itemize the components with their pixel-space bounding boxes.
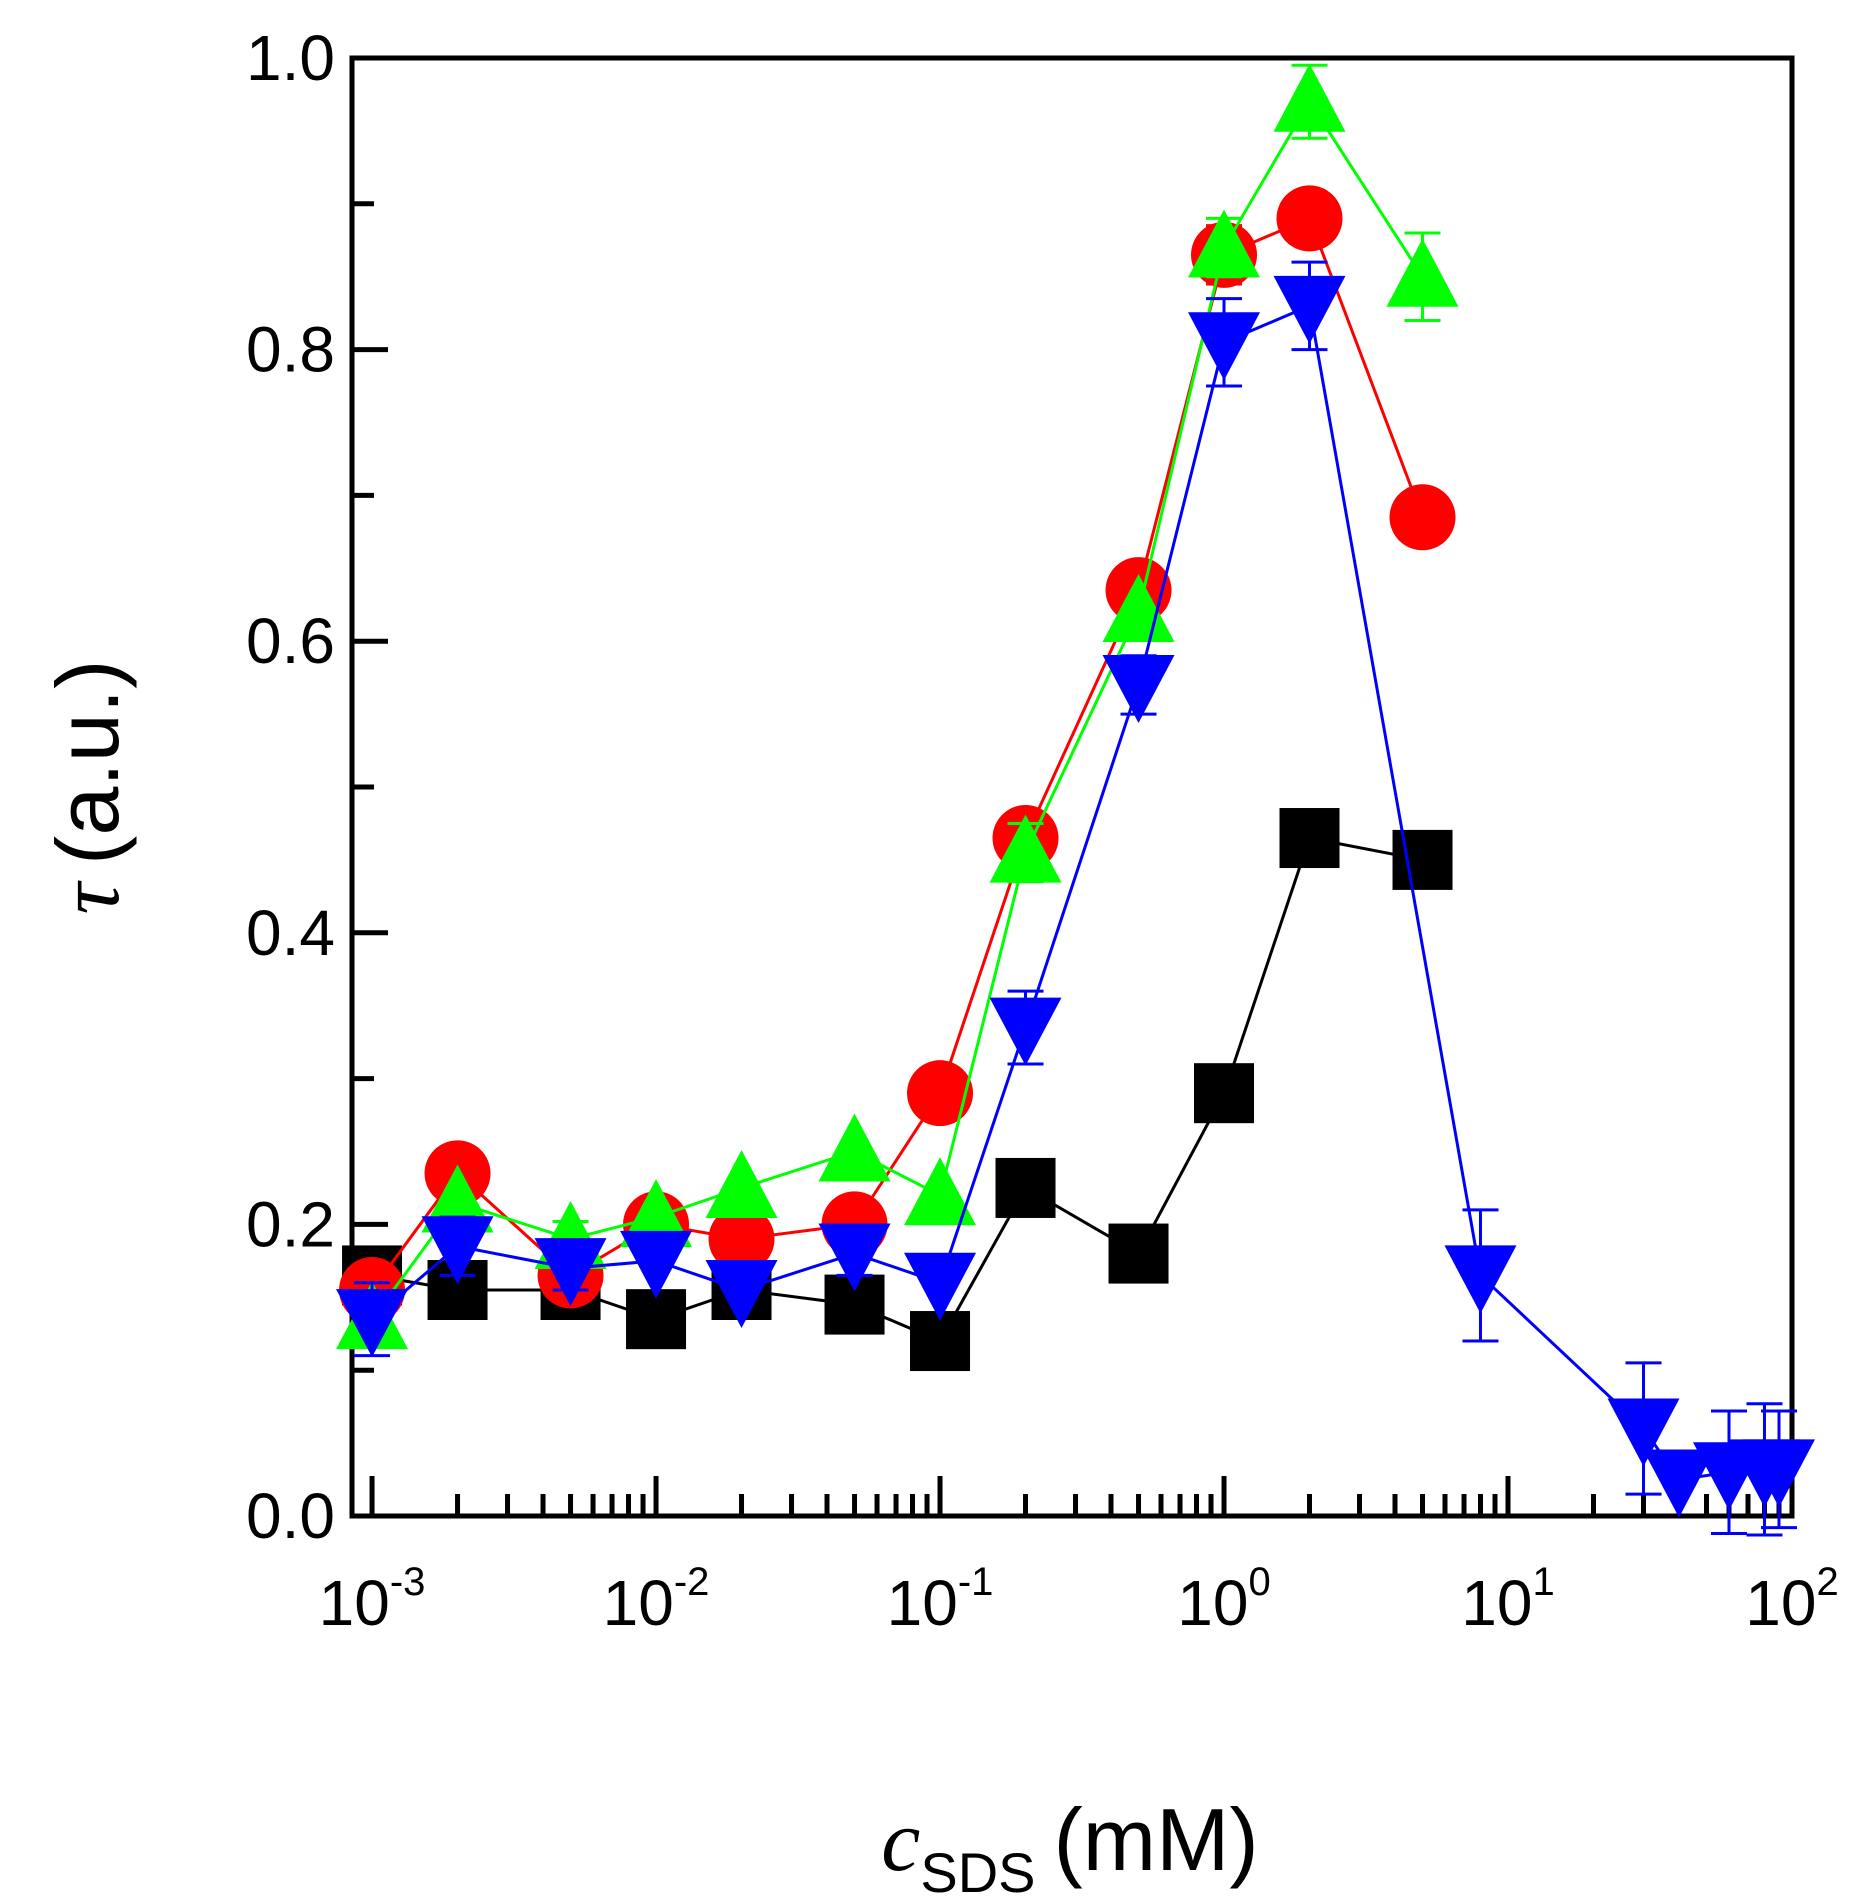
data-point	[904, 1252, 977, 1321]
series-layer	[336, 63, 1816, 1537]
data-point	[1386, 238, 1459, 307]
y-tick-label: 0.4	[246, 897, 335, 969]
x-tick-base: 10	[1177, 1567, 1248, 1639]
data-point	[1273, 63, 1346, 132]
x-tick-exp: 2	[1816, 1560, 1838, 1604]
series-line	[370, 216, 1424, 1291]
data-point	[1102, 574, 1175, 643]
y-tick-label: 0.8	[246, 314, 335, 386]
data-point	[910, 1311, 971, 1372]
x-tick-exp: 0	[1248, 1560, 1270, 1604]
series-circle	[339, 185, 1456, 1324]
y-tick-labels: 0.0 0.2 0.4 0.6 0.8 1.0	[246, 22, 335, 1552]
x-axis-var: c	[881, 1793, 920, 1890]
x-tick-label: 102	[1745, 1560, 1838, 1639]
data-point	[620, 1179, 693, 1248]
data-point	[1108, 1223, 1169, 1284]
x-tick-base: 10	[1745, 1567, 1816, 1639]
data-point	[1194, 1063, 1255, 1124]
x-tick-labels: 10-3 10-2 10-1 100 101 102	[319, 1560, 1839, 1639]
x-major-ticks	[369, 1476, 1511, 1516]
y-axis-title: τ (a.u.)	[38, 660, 138, 915]
y-tick-label: 0.0	[246, 1480, 335, 1552]
series-line	[370, 98, 1424, 1321]
data-point	[1444, 1245, 1517, 1314]
data-point	[708, 1205, 775, 1272]
y-tick-label: 1.0	[246, 22, 335, 94]
y-axis-var: τ	[41, 879, 138, 914]
y-axis-unit: (a.u.)	[38, 660, 137, 865]
series-square	[342, 808, 1453, 1372]
data-point	[995, 1157, 1056, 1218]
data-point	[1389, 484, 1456, 551]
data-point	[421, 1164, 494, 1233]
data-point	[1273, 275, 1346, 344]
data-point	[534, 1238, 607, 1307]
x-tick-base: 10	[603, 1567, 674, 1639]
x-tick-exp: -1	[958, 1560, 994, 1604]
data-point	[989, 814, 1062, 883]
x-axis-unit: (mM)	[1054, 1790, 1259, 1889]
x-tick-label: 100	[1177, 1560, 1270, 1639]
data-point	[1188, 209, 1261, 278]
data-point	[818, 1113, 891, 1182]
series-line	[371, 836, 1423, 1343]
x-tick-label: 10-2	[603, 1560, 710, 1639]
data-point	[989, 997, 1062, 1066]
data-point	[705, 1260, 778, 1329]
series-triangle-down	[336, 260, 1816, 1537]
data-point	[1279, 808, 1340, 869]
data-point	[1743, 1439, 1816, 1508]
y-tick-label: 0.2	[246, 1188, 335, 1260]
y-tick-label: 0.6	[246, 605, 335, 677]
data-point	[1607, 1398, 1680, 1467]
data-point	[421, 1216, 494, 1285]
x-tick-exp: 1	[1532, 1560, 1554, 1604]
x-tick-exp: -2	[674, 1560, 710, 1604]
x-tick-label: 101	[1461, 1560, 1554, 1639]
data-point	[1392, 829, 1453, 890]
data-point	[904, 1157, 977, 1226]
x-axis-title: cSDS (mM)	[881, 1790, 1258, 1899]
data-point	[620, 1230, 693, 1299]
data-point	[336, 1289, 409, 1358]
data-point	[907, 1060, 974, 1127]
data-point	[1188, 312, 1261, 381]
data-point	[1276, 185, 1343, 252]
x-axis-sub: SDS	[920, 1841, 1035, 1899]
x-tick-exp: -3	[390, 1560, 426, 1604]
x-tick-base: 10	[887, 1567, 958, 1639]
data-point	[1642, 1449, 1715, 1518]
x-tick-label: 10-1	[887, 1560, 994, 1639]
data-point	[626, 1289, 687, 1350]
data-point	[1102, 654, 1175, 723]
data-point	[818, 1223, 891, 1292]
data-point	[705, 1149, 778, 1218]
x-tick-label: 10-3	[319, 1560, 426, 1639]
y-ticks	[352, 201, 388, 1373]
x-tick-base: 10	[319, 1567, 390, 1639]
x-tick-base: 10	[1461, 1567, 1532, 1639]
